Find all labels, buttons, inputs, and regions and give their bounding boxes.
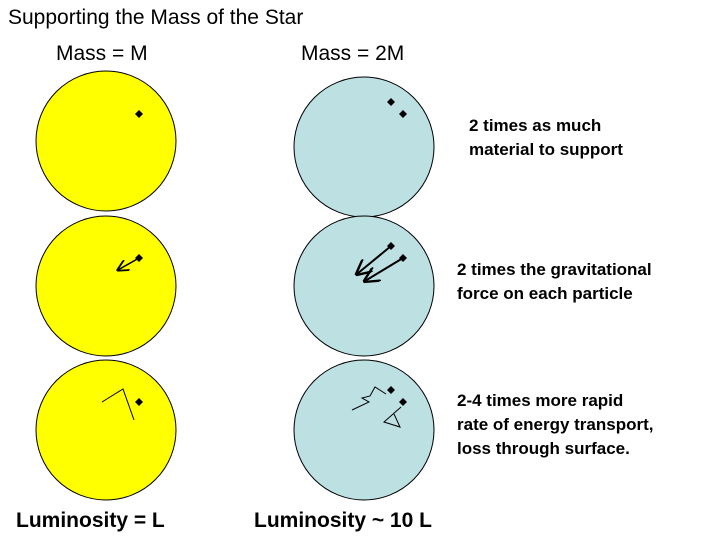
- particle-2m-row1-a: [387, 98, 395, 106]
- note-energy-line-2: rate of energy transport,: [457, 415, 654, 434]
- heading-mass-m: Mass = M: [56, 42, 148, 65]
- particle-2m-row3-b: [399, 398, 407, 406]
- star-m-row3: [35, 359, 177, 501]
- note-gravity-line-1: 2 times the gravitational: [457, 260, 652, 279]
- note-material: 2 times as much material to support: [469, 114, 623, 162]
- note-energy-line-3: loss through surface.: [457, 439, 630, 458]
- particle-2m-row1-b: [399, 110, 407, 118]
- particle-2m-row3-a: [387, 386, 395, 394]
- page-title: Supporting the Mass of the Star: [8, 6, 304, 29]
- note-energy-line-1: 2-4 times more rapid: [457, 391, 624, 410]
- star-2m-row1: [293, 76, 435, 218]
- luminosity-left: Luminosity = L: [16, 509, 165, 532]
- random-walk-m: [101, 388, 135, 421]
- note-gravity: 2 times the gravitational force on each …: [457, 258, 652, 306]
- star-2m-row3: [293, 359, 435, 501]
- random-walk-2m-a: [351, 386, 387, 411]
- note-material-line-1: 2 times as much: [469, 116, 602, 135]
- note-material-line-2: material to support: [469, 140, 623, 159]
- particle-m-row1: [135, 110, 143, 118]
- particle-m-row2: [135, 254, 143, 262]
- heading-mass-2m: Mass = 2M: [301, 42, 405, 65]
- note-energy: 2-4 times more rapid rate of energy tran…: [457, 389, 654, 461]
- luminosity-right: Luminosity ~ 10 L: [254, 509, 432, 532]
- note-gravity-line-2: force on each particle: [457, 284, 633, 303]
- force-arrow-m: [118, 257, 140, 270]
- star-m-row1: [35, 70, 177, 212]
- particle-2m-row2-b: [399, 254, 407, 262]
- particle-2m-row2-a: [387, 242, 395, 250]
- force-arrow-2m-b: [365, 257, 404, 281]
- star-2m-row2: [293, 215, 435, 357]
- star-m-row2: [35, 215, 177, 357]
- random-walk-2m-b: [383, 406, 402, 428]
- particle-m-row3: [135, 398, 143, 406]
